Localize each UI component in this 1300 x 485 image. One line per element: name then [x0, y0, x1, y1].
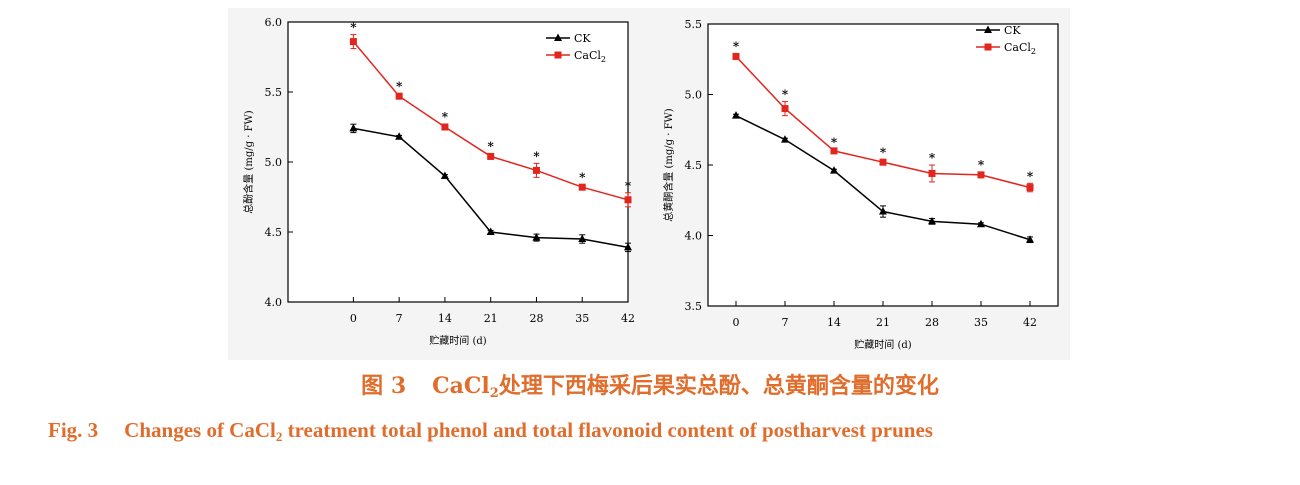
- y-tick-label: 5.5: [685, 18, 703, 31]
- data-point-ck: [879, 207, 887, 215]
- x-tick-label: 0: [733, 316, 740, 329]
- data-point-cacl2: [977, 171, 985, 179]
- legend-label: CK: [1004, 24, 1021, 37]
- data-point-cacl2: [732, 52, 740, 60]
- caption-cn-text: 处理下西梅采后果实总酚、总黄酮含量的变化: [498, 373, 939, 399]
- data-point-cacl2: [487, 152, 495, 160]
- data-point-cacl2: [349, 38, 357, 46]
- data-point-ck: [1026, 235, 1034, 243]
- data-point-ck: [928, 216, 936, 225]
- significance-star: *: [350, 21, 357, 35]
- data-point-ck: [532, 233, 541, 241]
- significance-star: *: [1027, 169, 1034, 183]
- data-point-ck: [830, 166, 838, 174]
- y-tick-label: 5.0: [685, 89, 703, 102]
- data-point-ck: [486, 227, 495, 235]
- caption-en-sub: 2: [275, 429, 283, 444]
- y-tick-label: 3.5: [685, 300, 703, 313]
- y-tick-label: 5.0: [265, 156, 283, 169]
- significance-star: *: [396, 79, 403, 93]
- caption-en-text-before: Changes of CaCl: [124, 418, 276, 442]
- data-point-ck: [624, 242, 632, 251]
- legend-marker: [554, 33, 562, 41]
- phenol-chart: 4.0 4.5 5.0 5.5 6.0 0 7 14 21 28 35 42 贮藏时间 (d) 总酚含量 …: [242, 16, 635, 347]
- y-axis-label: 总黄酮含量 (mg/g · FW): [662, 108, 675, 221]
- significance-star: *: [579, 170, 586, 184]
- data-point-cacl2: [532, 166, 540, 174]
- x-axis-label: 贮藏时间 (d): [854, 338, 911, 351]
- x-tick-label: 14: [827, 316, 841, 329]
- x-tick-label: 21: [484, 312, 498, 325]
- significance-star: *: [880, 145, 887, 159]
- data-point-cacl2: [1026, 184, 1034, 192]
- data-point-ck: [732, 111, 740, 119]
- x-axis-label: 贮藏时间 (d): [429, 334, 486, 347]
- caption-en-text-after: treatment total phenol and total flavono…: [282, 418, 933, 442]
- x-tick-label: 28: [925, 316, 939, 329]
- x-tick-label: 21: [876, 316, 890, 329]
- x-tick-label: 42: [621, 312, 635, 325]
- y-tick-label: 4.5: [265, 226, 283, 239]
- data-point-cacl2: [395, 92, 403, 100]
- data-point-ck: [395, 132, 404, 140]
- x-tick-label: 35: [974, 316, 988, 329]
- y-tick-label: 4.0: [265, 296, 283, 309]
- data-point-ck: [349, 123, 358, 132]
- data-point-ck: [440, 171, 449, 179]
- legend-marker: [984, 43, 992, 51]
- y-axis-label: 总酚含量 (mg/g · FW): [242, 110, 255, 213]
- legend-marker: [984, 25, 992, 33]
- flavonoid-chart: 3.5 4.0 4.5 5.0 5.5 0 7 14 21 28 35 42 贮藏时间 (d) 总黄酮含量…: [662, 18, 1059, 351]
- data-point-cacl2: [928, 169, 936, 177]
- data-point-ck: [977, 219, 985, 228]
- significance-star: *: [978, 158, 985, 172]
- x-tick-label: 0: [350, 312, 357, 325]
- significance-star: *: [625, 179, 632, 193]
- data-point-ck: [781, 135, 789, 143]
- data-point-ck: [578, 234, 587, 242]
- caption-en-label: Fig. 3: [48, 418, 99, 442]
- significance-star: *: [488, 140, 495, 154]
- legend-label: CaCl2: [574, 49, 606, 64]
- x-tick-label: 28: [529, 312, 543, 325]
- plot-frame: [287, 21, 629, 303]
- legend-label: CK: [574, 32, 591, 45]
- y-tick-label: 4.5: [685, 159, 703, 172]
- caption-cn-chem-sub: 2: [489, 386, 499, 401]
- data-point-cacl2: [624, 196, 632, 204]
- significance-star: *: [442, 110, 449, 124]
- significance-star: *: [831, 135, 838, 149]
- significance-star: *: [533, 149, 540, 163]
- legend-marker: [554, 51, 562, 59]
- significance-star: *: [929, 151, 936, 165]
- data-point-cacl2: [879, 158, 887, 166]
- data-point-cacl2: [441, 123, 449, 131]
- x-tick-label: 14: [438, 312, 452, 325]
- x-tick-label: 42: [1023, 316, 1037, 329]
- figure-caption-en: Fig. 3 Changes of CaCl2 treatment total p…: [48, 418, 1298, 445]
- y-tick-label: 4.0: [685, 230, 703, 243]
- legend-label: CaCl2: [1004, 41, 1036, 56]
- significance-star: *: [733, 40, 740, 54]
- y-tick-label: 6.0: [265, 16, 283, 29]
- chart-panels: 4.0 4.5 5.0 5.5 6.0 0 7 14 21 28 35 42 贮藏时间 (d) 总酚含量 …: [228, 8, 1070, 360]
- x-tick-label: 7: [396, 312, 403, 325]
- caption-cn-chem: CaCl: [432, 373, 490, 399]
- data-point-cacl2: [781, 105, 789, 113]
- data-point-cacl2: [830, 147, 838, 155]
- x-tick-label: 35: [575, 312, 589, 325]
- caption-cn-label: 图 3: [361, 373, 407, 399]
- y-tick-label: 5.5: [265, 86, 283, 99]
- data-point-cacl2: [578, 183, 586, 191]
- figure-caption-cn: 图 3 CaCl2处理下西梅采后果实总酚、总黄酮含量的变化: [0, 368, 1300, 401]
- x-tick-label: 7: [782, 316, 789, 329]
- significance-star: *: [782, 88, 789, 102]
